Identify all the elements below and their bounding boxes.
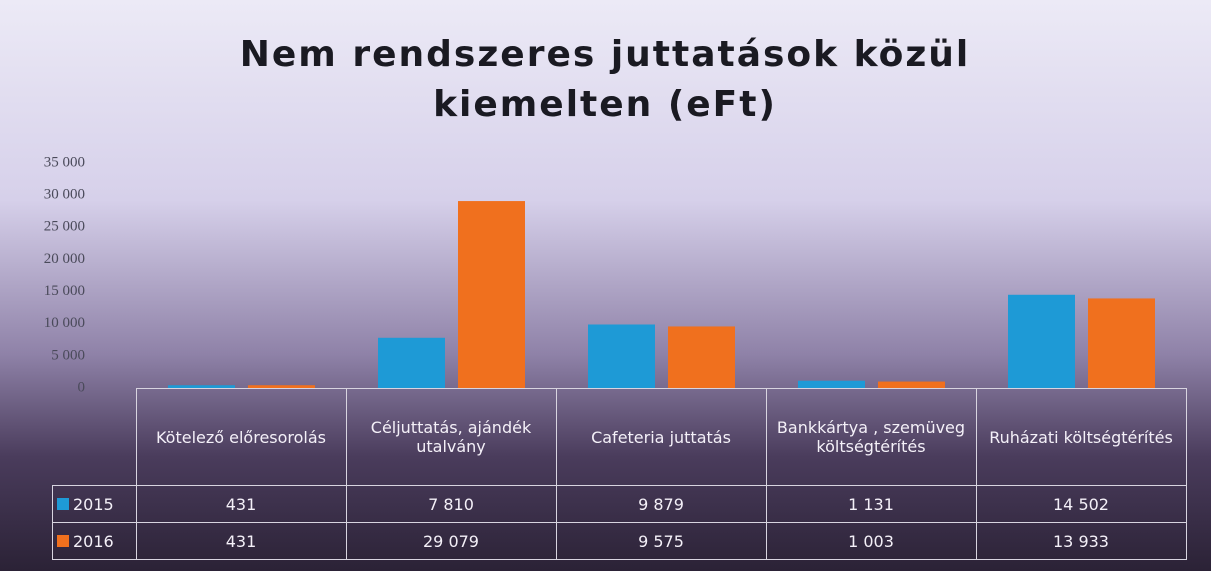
y-tick-label: 25 000 xyxy=(44,219,85,235)
table-header-row: Kötelező előresorolás Céljuttatás, ajándé… xyxy=(52,388,1187,486)
value-label: 14 502 xyxy=(975,485,1187,523)
y-tick-label: 0 xyxy=(78,379,86,395)
data-table: Kötelező előresorolás Céljuttatás, ajándé… xyxy=(52,388,1187,560)
table-row: 2015 431 7 810 9 879 1 131 14 502 xyxy=(52,485,1187,523)
bar xyxy=(458,201,525,388)
legend-cell: 2016 xyxy=(52,522,137,560)
category-label: Ruházati költségtérítés xyxy=(975,388,1187,486)
legend-swatch xyxy=(57,497,69,510)
category-label: Céljuttatás, ajándék utalvány xyxy=(345,388,557,486)
y-tick-label: 30 000 xyxy=(44,187,85,203)
y-tick-label: 35 000 xyxy=(44,154,85,170)
corner-cell xyxy=(52,388,137,486)
category-label: Bankkártya , szemüveg költségtérítés xyxy=(765,388,977,486)
bar xyxy=(248,385,315,388)
bar xyxy=(798,380,865,388)
category-label: Kötelező előresorolás xyxy=(135,388,347,486)
y-tick-label: 5 000 xyxy=(51,347,85,363)
value-label: 29 079 xyxy=(345,522,557,560)
legend-cell: 2015 xyxy=(52,485,137,523)
value-label: 1 131 xyxy=(765,485,977,523)
y-tick-label: 15 000 xyxy=(44,283,85,299)
bar xyxy=(1008,294,1075,388)
value-label: 431 xyxy=(135,522,347,560)
chart-title: Nem rendszeres juttatások közül kiemelte… xyxy=(239,34,971,125)
bar xyxy=(1088,298,1155,388)
value-label: 1 003 xyxy=(765,522,977,560)
value-label: 9 575 xyxy=(555,522,767,560)
y-tick-label: 10 000 xyxy=(44,315,85,331)
value-label: 7 810 xyxy=(345,485,557,523)
table-row: 2016 431 29 079 9 575 1 003 13 933 xyxy=(52,522,1187,560)
bar xyxy=(668,326,735,388)
bar xyxy=(378,337,445,388)
bar xyxy=(878,381,945,388)
legend-label: 2015 xyxy=(73,494,114,514)
value-label: 9 879 xyxy=(555,485,767,523)
y-tick-label: 20 000 xyxy=(44,251,85,267)
category-label: Cafeteria juttatás xyxy=(555,388,767,486)
legend-label: 2016 xyxy=(73,531,114,551)
value-label: 431 xyxy=(135,485,347,523)
bar xyxy=(588,324,655,388)
bar xyxy=(168,385,235,388)
legend-swatch xyxy=(57,534,69,547)
value-label: 13 933 xyxy=(975,522,1187,560)
